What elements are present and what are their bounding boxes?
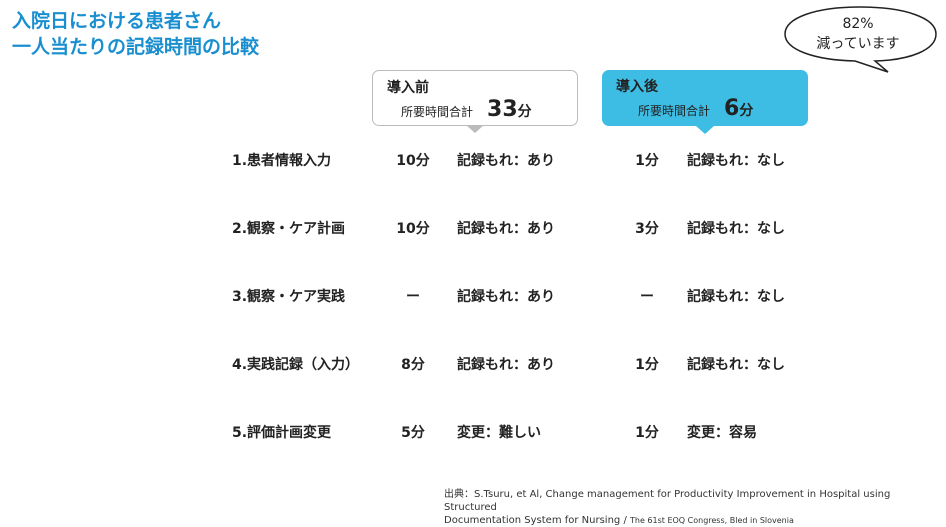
before-unit: 分 (517, 104, 532, 120)
source-line-2-small: The 61st EOQ Congress, Bled in Slovenia (630, 516, 794, 525)
before-total-label: 所要時間合計 (401, 105, 474, 119)
after-time: 1分 (635, 153, 659, 169)
before-note: 変更：難しい (457, 425, 541, 441)
after-note: 記録もれ：なし (687, 221, 785, 237)
before-note: 記録もれ：あり (457, 153, 555, 169)
after-time: 1分 (635, 425, 659, 441)
after-total: 所要時間合計 6分 (638, 96, 753, 121)
reduction-callout: 82% 減っています (785, 14, 931, 54)
before-summary-box: 導入前 所要時間合計 33分 (372, 70, 578, 133)
before-time: 10分 (396, 221, 430, 237)
comparison-row: 2.観察・ケア計画 10分 記録もれ：あり 3分 記録もれ：なし (0, 218, 946, 242)
before-total-value: 33 (487, 97, 518, 122)
after-note: 変更：容易 (687, 425, 757, 441)
after-note: 記録もれ：なし (687, 289, 785, 305)
step-label: 5.評価計画変更 (232, 425, 332, 441)
pointer (466, 125, 484, 133)
page-title: 入院日における患者さん 一人当たりの記録時間の比較 (12, 8, 259, 60)
before-note: 記録もれ：あり (457, 221, 555, 237)
after-heading: 導入後 (616, 79, 658, 95)
before-note: 記録もれ：あり (457, 357, 555, 373)
before-time: 5分 (401, 425, 425, 441)
after-note: 記録もれ：なし (687, 153, 785, 169)
after-summary-box: 導入後 所要時間合計 6分 (602, 70, 808, 134)
after-total-label: 所要時間合計 (638, 104, 711, 118)
after-time: 3分 (635, 221, 659, 237)
before-note: 記録もれ：あり (457, 289, 555, 305)
title-line-1: 入院日における患者さん (12, 10, 222, 32)
reduction-text: 減っています (816, 36, 900, 52)
after-total-value: 6 (724, 96, 740, 121)
pointer (696, 126, 714, 134)
title-line-2: 一人当たりの記録時間の比較 (12, 36, 260, 58)
after-unit: 分 (739, 103, 754, 119)
source-line-2: Documentation System for Nursing / (444, 515, 630, 526)
after-time: 1分 (635, 357, 659, 373)
after-note: 記録もれ：なし (687, 357, 785, 373)
step-label: 2.観察・ケア計画 (232, 221, 346, 237)
comparison-row: 1.患者情報入力 10分 記録もれ：あり 1分 記録もれ：なし (0, 150, 946, 174)
before-total: 所要時間合計 33分 (401, 97, 532, 122)
after-time: ー (640, 289, 654, 305)
comparison-row: 3.観察・ケア実践 ー 記録もれ：あり ー 記録もれ：なし (0, 286, 946, 310)
source-line-1: 出典：S.Tsuru, et Al, Change management for… (444, 489, 891, 513)
reduction-percent: 82% (842, 16, 874, 32)
before-time: 10分 (396, 153, 430, 169)
before-time: 8分 (401, 357, 425, 373)
step-label: 3.観察・ケア実践 (232, 289, 346, 305)
step-label: 1.患者情報入力 (232, 153, 332, 169)
before-heading: 導入前 (387, 80, 429, 96)
comparison-row: 4.実践記録（入力） 8分 記録もれ：あり 1分 記録もれ：なし (0, 354, 946, 378)
before-time: ー (406, 289, 420, 305)
comparison-row: 5.評価計画変更 5分 変更：難しい 1分 変更：容易 (0, 422, 946, 446)
step-label: 4.実践記録（入力） (232, 357, 360, 373)
speech-bubble (784, 6, 937, 73)
source-citation: 出典：S.Tsuru, et Al, Change management for… (444, 488, 946, 527)
